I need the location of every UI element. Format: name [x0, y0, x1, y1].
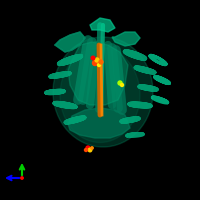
Polygon shape — [112, 32, 140, 46]
Circle shape — [95, 58, 99, 62]
Polygon shape — [55, 32, 85, 52]
Polygon shape — [68, 42, 128, 105]
Circle shape — [120, 84, 124, 86]
Ellipse shape — [53, 37, 153, 147]
Circle shape — [88, 148, 92, 152]
Circle shape — [21, 177, 23, 179]
Ellipse shape — [60, 47, 140, 142]
Circle shape — [99, 60, 103, 64]
Circle shape — [84, 148, 88, 152]
Circle shape — [91, 147, 93, 149]
Circle shape — [91, 56, 95, 60]
Polygon shape — [90, 18, 115, 32]
Circle shape — [92, 60, 98, 66]
Polygon shape — [68, 108, 130, 138]
Circle shape — [86, 146, 90, 150]
Circle shape — [118, 81, 122, 85]
Circle shape — [98, 64, 101, 66]
